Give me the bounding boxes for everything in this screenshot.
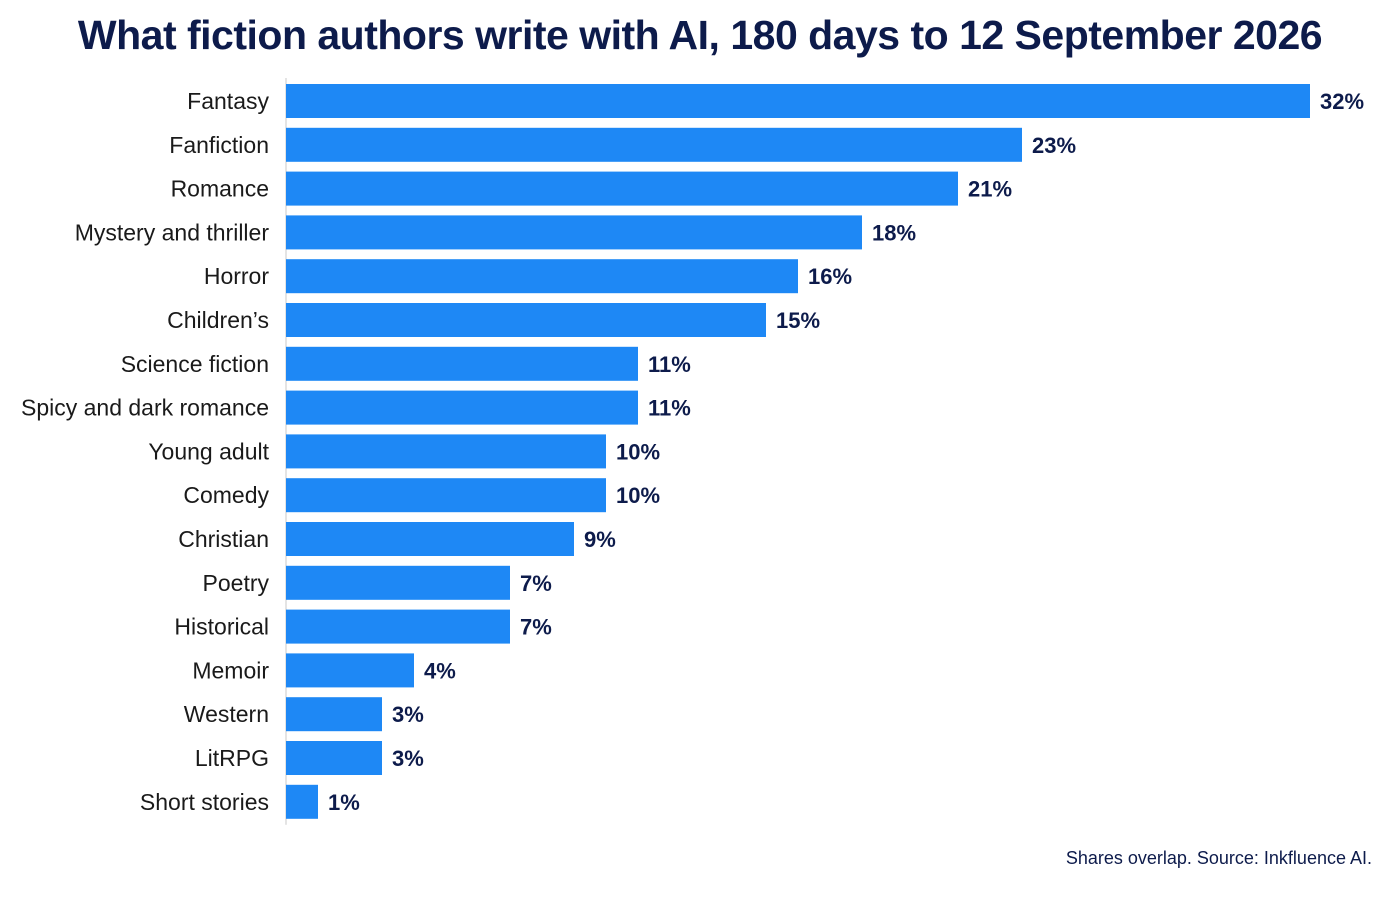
category-label: Memoir: [192, 657, 269, 683]
value-label: 18%: [872, 220, 916, 245]
bar-3: [286, 171, 958, 206]
category-label: Comedy: [183, 482, 269, 508]
category-label: Horror: [204, 263, 270, 289]
category-label: Short stories: [140, 789, 269, 815]
category-label: Christian: [178, 526, 269, 552]
value-label: 11%: [648, 352, 691, 377]
bar-6: [286, 303, 766, 337]
bar-15: [286, 697, 382, 732]
category-label: Western: [184, 701, 269, 727]
bar-2: [286, 127, 1022, 162]
category-label: Mystery and thriller: [75, 219, 270, 245]
category-label: LitRPG: [195, 745, 269, 771]
value-label: 32%: [1320, 89, 1364, 114]
bar-1: [286, 84, 1310, 118]
value-label: 1%: [328, 790, 360, 815]
category-label: Science fiction: [121, 351, 269, 377]
value-label: 3%: [392, 746, 424, 771]
value-label: 11%: [648, 396, 691, 421]
value-label: 10%: [616, 439, 660, 464]
bar-17: [286, 784, 318, 819]
bar-12: [286, 565, 510, 600]
value-label: 15%: [776, 308, 820, 333]
value-label: 10%: [616, 483, 660, 508]
bar-5: [286, 259, 798, 294]
bar-9: [286, 434, 606, 469]
category-label: Fanfiction: [169, 132, 269, 158]
value-label: 9%: [584, 527, 616, 552]
category-label: Fantasy: [187, 88, 269, 114]
category-label: Children’s: [167, 307, 269, 333]
bar-14: [286, 653, 414, 688]
category-label: Historical: [174, 614, 269, 640]
bar-13: [286, 609, 510, 644]
value-label: 7%: [520, 615, 552, 640]
value-label: 23%: [1032, 133, 1076, 158]
bar-16: [286, 741, 382, 775]
chart-title: What fiction authors write with AI, 180 …: [77, 12, 1323, 58]
value-label: 7%: [520, 571, 552, 596]
bar-7: [286, 346, 638, 381]
value-label: 4%: [424, 658, 456, 683]
category-label: Spicy and dark romance: [21, 395, 269, 421]
footnote: Shares overlap. Source: Inkfluence AI.: [1065, 848, 1372, 868]
bar-10: [286, 478, 606, 513]
value-label: 16%: [808, 264, 852, 289]
bars-group: Fantasy 32% Fanfiction 23% Romance 21% Mystery…: [21, 84, 1364, 819]
category-label: Romance: [171, 176, 269, 202]
value-label: 21%: [968, 177, 1012, 202]
bar-4: [286, 215, 862, 250]
bar-8: [286, 390, 638, 425]
value-label: 3%: [392, 702, 424, 727]
category-label: Young adult: [148, 438, 269, 464]
category-label: Poetry: [203, 570, 270, 596]
bar-11: [286, 522, 574, 556]
